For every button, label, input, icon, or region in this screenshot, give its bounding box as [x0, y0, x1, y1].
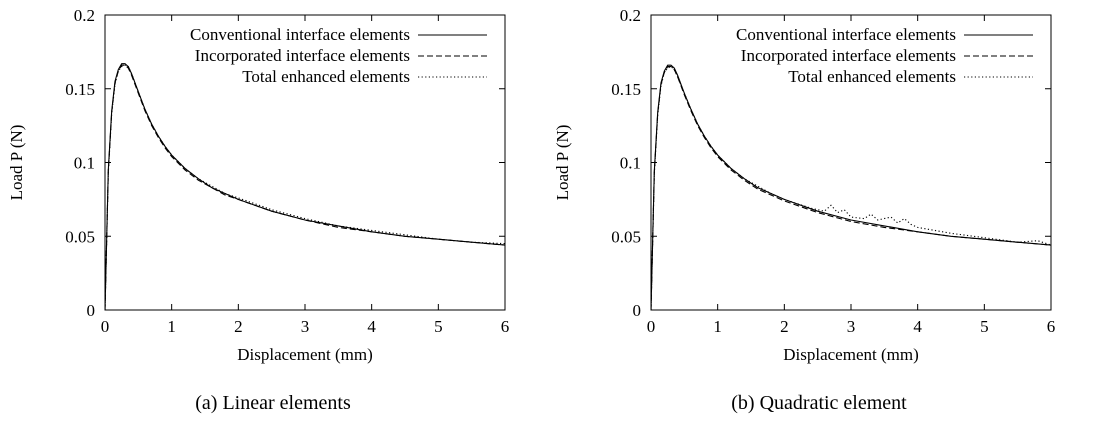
- x-tick-label: 4: [367, 317, 376, 336]
- x-tick-label: 6: [1047, 317, 1056, 336]
- x-tick-label: 5: [434, 317, 443, 336]
- x-tick-label: 4: [913, 317, 922, 336]
- series-line-3: [105, 64, 505, 310]
- legend-label-3: Total enhanced elements: [788, 67, 956, 86]
- series-line-2: [105, 64, 505, 310]
- legend-label-2: Incorporated interface elements: [195, 46, 410, 65]
- series-line-1: [105, 63, 505, 310]
- y-tick-label: 0: [87, 301, 96, 320]
- y-tick-label: 0: [633, 301, 642, 320]
- legend-label-1: Conventional interface elements: [736, 25, 956, 44]
- x-axis-label: Displacement (mm): [237, 345, 373, 364]
- caption-b: (b) Quadratic element: [731, 392, 907, 414]
- series-line-3: [651, 65, 1051, 310]
- x-tick-label: 0: [101, 317, 110, 336]
- y-tick-label: 0.1: [74, 154, 95, 173]
- chart-b-svg: 0 1 2 3 4 5 6 0 0.05 0.1 0.15 0.2 Displacement (mm) L…: [553, 6, 1056, 364]
- chart-panel-b: 0 1 2 3 4 5 6 0 0.05 0.1 0.15 0.2 Displacement (mm) L…: [546, 0, 1092, 428]
- x-tick-label: 1: [167, 317, 176, 336]
- y-tick-label: 0.2: [74, 6, 95, 25]
- legend-label-1: Conventional interface elements: [190, 25, 410, 44]
- y-tick-label: 0.05: [611, 227, 641, 246]
- chart-a-svg: 0 1 2 3 4 5 6 0 0.05 0.1 0.15 0.2 Displacement (mm) L…: [7, 6, 510, 364]
- x-tick-label: 6: [501, 317, 510, 336]
- series-line-1: [651, 64, 1051, 310]
- chart-panel-a: 0 1 2 3 4 5 6 0 0.05 0.1 0.15 0.2 Displacement (mm) L…: [0, 0, 546, 428]
- caption-a: (a) Linear elements: [195, 392, 351, 414]
- y-tick-label: 0.2: [620, 6, 641, 25]
- y-tick-label: 0.1: [620, 154, 641, 173]
- x-tick-label: 2: [780, 317, 789, 336]
- x-tick-label: 3: [847, 317, 856, 336]
- series-line-2: [651, 66, 1051, 310]
- y-axis-label: Load P (N): [7, 125, 26, 201]
- x-tick-label: 5: [980, 317, 989, 336]
- y-axis-label: Load P (N): [553, 125, 572, 201]
- x-tick-label: 3: [301, 317, 310, 336]
- x-tick-label: 1: [713, 317, 722, 336]
- legend-label-2: Incorporated interface elements: [741, 46, 956, 65]
- x-tick-label: 2: [234, 317, 243, 336]
- y-tick-label: 0.15: [65, 80, 95, 99]
- legend-label-3: Total enhanced elements: [242, 67, 410, 86]
- y-tick-label: 0.05: [65, 227, 95, 246]
- x-axis-label: Displacement (mm): [783, 345, 919, 364]
- y-tick-label: 0.15: [611, 80, 641, 99]
- x-tick-label: 0: [647, 317, 656, 336]
